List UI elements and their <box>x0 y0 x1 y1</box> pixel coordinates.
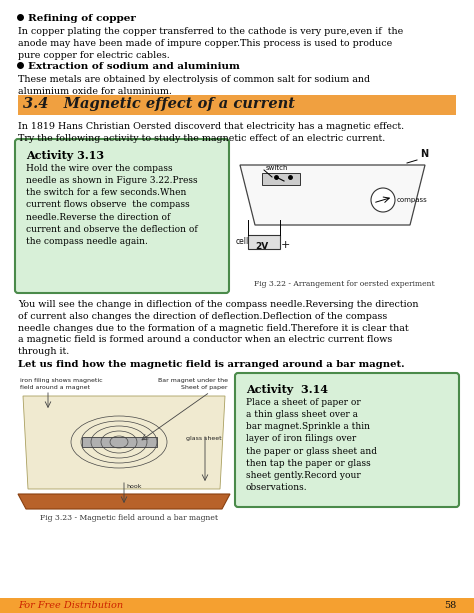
Text: 58: 58 <box>444 601 456 610</box>
Circle shape <box>371 188 395 212</box>
Text: +: + <box>281 240 291 250</box>
Text: iron filing shows magnetic: iron filing shows magnetic <box>20 378 103 383</box>
Text: Sheet of paper: Sheet of paper <box>182 385 228 390</box>
FancyBboxPatch shape <box>15 139 229 293</box>
FancyBboxPatch shape <box>0 598 474 613</box>
Text: 2V: 2V <box>255 242 268 251</box>
Text: You will see the change in diflection of the compass needle.Reversing the direct: You will see the change in diflection of… <box>18 300 419 356</box>
FancyBboxPatch shape <box>262 173 300 185</box>
Text: Activity 3.13: Activity 3.13 <box>26 150 104 161</box>
Text: switch: switch <box>266 165 289 171</box>
FancyBboxPatch shape <box>248 235 280 249</box>
Text: field around a magnet: field around a magnet <box>20 385 90 390</box>
Text: glass sheet: glass sheet <box>186 436 222 441</box>
Text: In copper plating the copper transferred to the cathode is very pure,even if  th: In copper plating the copper transferred… <box>18 27 403 59</box>
FancyBboxPatch shape <box>235 373 459 507</box>
FancyBboxPatch shape <box>82 437 157 447</box>
Text: Activity  3.14: Activity 3.14 <box>246 384 328 395</box>
Text: Fig 3.23 - Magnetic field around a bar magnet: Fig 3.23 - Magnetic field around a bar m… <box>40 514 218 522</box>
Text: Bar magnet under the: Bar magnet under the <box>158 378 228 383</box>
Text: Refining of copper: Refining of copper <box>28 14 136 23</box>
Text: Place a sheet of paper or
a thin glass sheet over a
bar magnet.Sprinkle a thin
l: Place a sheet of paper or a thin glass s… <box>246 398 377 492</box>
Text: Extraction of sodium and aluminium: Extraction of sodium and aluminium <box>28 62 240 71</box>
Text: compass: compass <box>397 197 428 203</box>
Text: Let us find how the magnetic field is arranged around a bar magnet.: Let us find how the magnetic field is ar… <box>18 360 405 369</box>
FancyBboxPatch shape <box>18 95 456 115</box>
Text: Fig 3.22 - Arrangement for oersted experiment: Fig 3.22 - Arrangement for oersted exper… <box>254 280 434 288</box>
Text: 3.4   Magnetic effect of a current: 3.4 Magnetic effect of a current <box>23 97 295 111</box>
Polygon shape <box>23 396 225 489</box>
Text: For Free Distribution: For Free Distribution <box>18 601 123 610</box>
Text: These metals are obtained by electrolysis of common salt for sodium and
aluminiu: These metals are obtained by electrolysi… <box>18 75 370 96</box>
Polygon shape <box>240 165 425 225</box>
Text: N: N <box>420 149 428 159</box>
Polygon shape <box>18 494 230 509</box>
Text: In 1819 Hans Christian Oersted discoverd that electricity has a magnetic effect.: In 1819 Hans Christian Oersted discoverd… <box>18 122 404 143</box>
Text: hook: hook <box>126 484 142 489</box>
Text: cell: cell <box>236 237 249 246</box>
Text: Hold the wire over the compass
needle as shown in Figure 3.22.Press
the switch f: Hold the wire over the compass needle as… <box>26 164 198 246</box>
